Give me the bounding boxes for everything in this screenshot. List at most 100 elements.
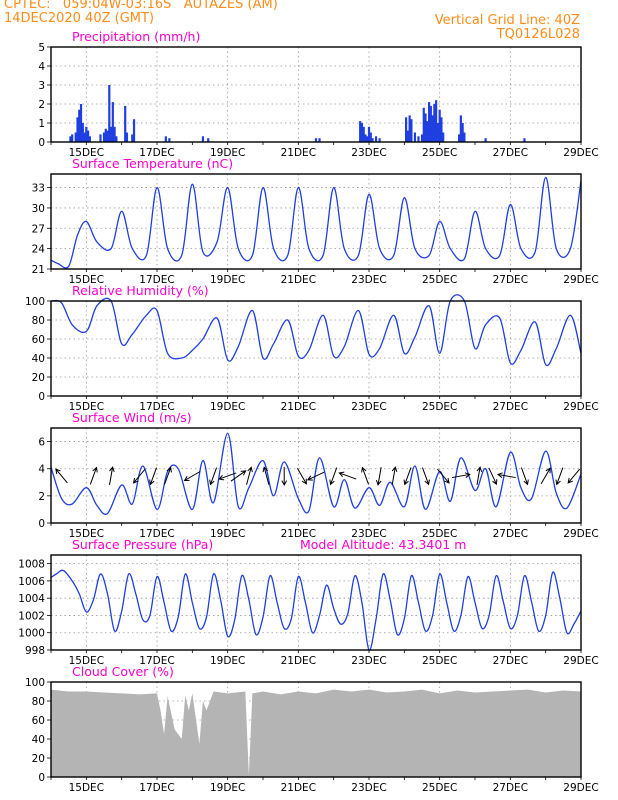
precip-bar	[429, 105, 432, 142]
precip-bar	[458, 134, 461, 142]
temperature-frame	[50, 173, 582, 270]
pressure-title: Surface Pressure (hPa)	[72, 537, 213, 552]
wind-xtick-label: 27DEC	[493, 528, 528, 540]
precip-bar	[78, 109, 81, 142]
wind-arrow	[403, 467, 412, 486]
wind-arrow	[451, 472, 471, 479]
precipitation-xtick-label: 27DEC	[493, 147, 528, 159]
temperature-xtick-label: 15DEC	[69, 274, 104, 286]
temperature-xtick-label: 17DEC	[139, 274, 174, 286]
humidity-xtick-label: 27DEC	[493, 401, 528, 413]
precip-bar	[131, 134, 134, 142]
precip-bar	[364, 134, 367, 142]
wind-arrow	[520, 467, 529, 486]
precip-bar	[314, 138, 318, 142]
temperature-ytick-label: 24	[32, 244, 46, 256]
precip-bar	[422, 107, 425, 142]
wind-arrow	[540, 467, 551, 485]
precip-bar	[115, 136, 118, 142]
wind-xtick-label: 21DEC	[281, 528, 316, 540]
cloud-cover-ytick-label: 80	[32, 696, 45, 708]
precip-bar	[88, 136, 91, 142]
precip-bar	[433, 104, 436, 142]
wind-arrow	[391, 466, 398, 485]
precip-bar	[359, 121, 362, 142]
precip-bar	[87, 130, 90, 142]
precip-bar	[426, 121, 429, 142]
cloud-cover-xtick-label: 25DEC	[422, 782, 457, 794]
precip-bar	[440, 117, 443, 142]
wind-arrow	[421, 467, 430, 486]
precip-bar	[113, 126, 116, 142]
humidity-xtick-label: 29DEC	[563, 401, 598, 413]
precip-bar	[106, 130, 109, 142]
precip-bar	[374, 136, 378, 142]
precip-bar	[74, 132, 77, 142]
humidity-ytick-label: 40	[32, 353, 45, 365]
precipitation-ytick-label: 2	[38, 99, 45, 111]
pressure-xtick-label: 21DEC	[281, 655, 316, 667]
precipitation-xtick-label: 15DEC	[69, 147, 104, 159]
humidity-xtick-label: 19DEC	[210, 401, 245, 413]
temperature-ytick-label: 27	[32, 223, 45, 235]
temperature-xtick-label: 21DEC	[281, 274, 316, 286]
precip-bar	[367, 126, 371, 142]
wind-arrow	[89, 466, 98, 485]
wind-arrow	[164, 466, 172, 485]
wind-arrow	[55, 468, 68, 484]
precipitation-xtick-label: 29DEC	[563, 147, 598, 159]
pressure-ytick-label: 1000	[18, 628, 45, 640]
precip-bar	[406, 130, 409, 142]
cloud-cover-title: Cloud Cover (%)	[72, 664, 174, 679]
precipitation-ytick-label: 0	[38, 137, 45, 149]
pressure-xtick-label: 17DEC	[139, 655, 174, 667]
wind-arrow	[109, 466, 115, 485]
wind-xtick-label: 25DEC	[422, 528, 457, 540]
wind-arrow	[476, 466, 483, 485]
precip-bar	[408, 115, 411, 142]
precip-bar	[362, 126, 365, 142]
wind-line	[50, 432, 582, 515]
cloud-cover-ytick-label: 100	[25, 677, 45, 689]
precip-bar	[424, 113, 427, 142]
wind-frame	[50, 427, 582, 524]
wind-arrow	[149, 467, 158, 486]
temperature-ytick-label: 33	[32, 183, 45, 195]
cloud-cover-ytick-label: 60	[32, 715, 45, 727]
precipitation-ytick-label: 4	[38, 61, 45, 73]
wind-arrow	[329, 467, 338, 486]
precip-bar	[108, 85, 111, 142]
cloud-cover-xtick-label: 29DEC	[563, 782, 598, 794]
wind-arrow	[375, 467, 382, 486]
pressure-xtick-label: 25DEC	[422, 655, 457, 667]
precip-bar	[410, 119, 413, 142]
pressure-ytick-label: 998	[25, 645, 45, 657]
precip-bar	[132, 119, 136, 142]
cloud-cover-ytick-label: 40	[32, 734, 45, 746]
precip-bar	[76, 117, 79, 142]
precip-bar	[81, 123, 84, 142]
temperature-xtick-label: 23DEC	[351, 274, 386, 286]
precipitation-xtick-label: 19DEC	[210, 147, 245, 159]
pressure-xtick-label: 15DEC	[69, 655, 104, 667]
humidity-xtick-label: 23DEC	[351, 401, 386, 413]
precip-bar	[124, 105, 127, 142]
wind-arrow	[567, 468, 581, 484]
precip-bar	[417, 136, 420, 142]
temperature-xtick-label: 25DEC	[422, 274, 457, 286]
precip-bar	[405, 117, 408, 142]
precip-bar	[83, 132, 86, 142]
temperature-ytick-label: 21	[32, 264, 45, 276]
precip-bar	[168, 138, 171, 142]
wind-xtick-label: 23DEC	[351, 528, 386, 540]
temperature-xtick-label: 29DEC	[563, 274, 598, 286]
precipitation-title: Precipitation (mm/h)	[72, 29, 200, 44]
humidity-xtick-label: 17DEC	[139, 401, 174, 413]
cloud-cover-xtick-label: 19DEC	[210, 782, 245, 794]
temperature-title: Surface Temperature (nC)	[72, 156, 233, 171]
wind-arrow	[246, 466, 253, 485]
precip-bar	[371, 138, 374, 142]
precip-bar	[369, 132, 372, 142]
humidity-ytick-label: 0	[38, 391, 45, 403]
